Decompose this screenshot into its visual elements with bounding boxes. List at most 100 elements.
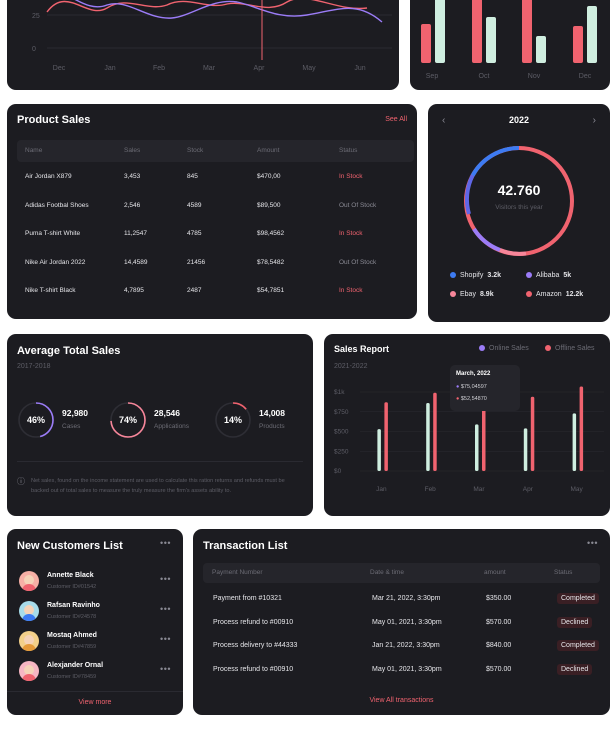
legend-dot [545, 345, 551, 351]
x-label: Oct [479, 73, 490, 80]
table-cell: $840.00 [486, 642, 512, 649]
progress-percent: 46% [27, 415, 45, 425]
table-row[interactable]: Process refund to #00910 May 01, 2021, 3:… [193, 616, 610, 635]
card-title: Average Total Sales [17, 345, 121, 357]
column-header[interactable]: Date & time [370, 569, 404, 576]
row-options-icon[interactable]: ••• [160, 634, 171, 644]
chevron-left-icon[interactable]: ‹ [442, 115, 446, 126]
table-row[interactable]: Puma T-shirt White 11,2547 4785 $98,4562 In … [17, 223, 414, 245]
bar-offline-feb [433, 392, 437, 471]
column-header[interactable]: Stock [187, 147, 204, 154]
table-cell: 21456 [187, 258, 206, 266]
x-label: Nov [528, 73, 541, 80]
progress-arc [18, 402, 54, 438]
x-tick-label: May [570, 486, 583, 493]
table-row[interactable]: Nike Air Jordan 2022 14,4589 21456 $78,5482… [17, 252, 414, 274]
line-chart-card: 25 0 Dec Jan Feb Mar Apr May Jun [7, 0, 399, 90]
customer-id: Customer ID#01542 [47, 584, 97, 590]
legend-offline: Offline Sales [545, 345, 595, 352]
info-icon: ⓘ [17, 477, 25, 486]
table-cell: Process refund to #00910 [213, 618, 294, 626]
column-header[interactable]: Payment Number [212, 569, 263, 576]
column-header[interactable]: Status [339, 147, 358, 154]
visitors-donut [464, 146, 574, 256]
customer-name[interactable]: Mostaq Ahmed [47, 632, 97, 639]
x-label: Jun [354, 65, 365, 72]
row-options-icon[interactable]: ••• [160, 664, 171, 674]
bar [435, 0, 445, 63]
progress-ring: 14% [215, 402, 251, 438]
table-cell: $54,7851 [257, 287, 285, 294]
table-cell: 4589 [187, 201, 202, 209]
legend-dot [450, 272, 456, 278]
view-more-link[interactable]: View more [78, 699, 112, 706]
table-header: Payment Number Date & time amount Status [203, 563, 600, 583]
bar-online-jan [377, 429, 381, 471]
row-options-icon[interactable]: ••• [160, 604, 171, 614]
customer-id: Customer ID#47859 [47, 644, 97, 650]
legend-dot [526, 272, 532, 278]
bar-offline-mar [482, 407, 486, 471]
customer-name[interactable]: Alexjander Ornal [47, 662, 104, 669]
column-header[interactable]: Status [554, 569, 573, 576]
column-header[interactable]: Name [25, 147, 43, 154]
bar [522, 0, 532, 63]
stat-label: Products [259, 423, 285, 430]
table-cell: $570.00 [486, 618, 512, 626]
x-tick-label: Apr [523, 486, 534, 493]
customer-name[interactable]: Rafsan Ravinho [47, 602, 100, 609]
more-options-icon[interactable]: ••• [587, 538, 598, 548]
column-header[interactable]: amount [484, 569, 506, 576]
x-label: Dec [579, 73, 592, 80]
table-cell: Air Jordan X879 [25, 173, 72, 180]
table-cell: 2487 [187, 287, 202, 294]
sales-report-card: Sales Report 2021-2022 Online Sales Offl… [324, 334, 610, 516]
progress-percent: 74% [119, 415, 137, 425]
bar-online-mar [475, 424, 479, 471]
table-row[interactable]: Adidas Footbal Shoes 2,546 4589 $89,500 Out … [17, 195, 414, 217]
view-all-transactions-link[interactable]: View All transactions [369, 697, 434, 704]
legend-item-ebay: Ebay 8.9k [450, 291, 494, 298]
line-chart: 25 0 Dec Jan Feb Mar Apr May Jun [32, 0, 392, 72]
table-cell: 4785 [187, 230, 202, 237]
table-row[interactable]: Process delivery to #44333 Jan 21, 2022, … [193, 640, 610, 658]
status-badge: Completed [557, 640, 599, 651]
table-row[interactable]: Air Jordan X879 3,453 845 $470,00 In Stock [17, 166, 414, 188]
bar-online-apr [523, 428, 528, 471]
customer-name[interactable]: Annette Black [47, 572, 94, 579]
period-label: 2021-2022 [334, 363, 368, 370]
column-header[interactable]: Amount [257, 147, 280, 154]
progress-ring: 74% [110, 402, 146, 438]
avatar [19, 601, 39, 621]
table-cell: 3,453 [124, 173, 141, 180]
x-label: May [302, 65, 316, 72]
x-label: Jan [104, 65, 115, 72]
donut-segment-shopify [470, 146, 520, 177]
table-row[interactable]: Payment from #10321 Mar 21, 2022, 3:30pm $… [193, 593, 610, 611]
x-tick-label: Feb [425, 486, 437, 493]
row-options-icon[interactable]: ••• [160, 574, 171, 584]
stat-label: Applications [154, 423, 190, 430]
column-header[interactable]: Sales [124, 147, 141, 154]
status-badge: Out Of Stock [339, 201, 377, 209]
bar [573, 26, 583, 63]
bar [587, 6, 597, 63]
table-cell: May 01, 2021, 3:30pm [372, 665, 442, 673]
chevron-right-icon[interactable]: › [592, 115, 596, 126]
table-cell: 845 [187, 173, 198, 180]
top-bar-chart: Sep Oct Nov Dec [421, 0, 597, 80]
see-all-link[interactable]: See All [385, 116, 407, 123]
tooltip-value-offline: ● $52,54870 [456, 396, 487, 402]
status-badge: In Stock [339, 287, 363, 294]
progress-ring: 46% [18, 402, 54, 438]
table-row[interactable]: Process refund to #00910 May 01, 2021, 3:… [193, 663, 610, 682]
x-label: Dec [53, 65, 66, 72]
table-row[interactable]: Nike T-shirt Black 4,7895 2487 $54,7851 In S… [17, 280, 414, 302]
bar [472, 0, 482, 63]
visitors-subtitle: Visitors this year [495, 204, 543, 211]
table-cell: 4,7895 [124, 287, 144, 294]
y-tick-label: $1k [334, 389, 345, 396]
legend-online: Online Sales [479, 345, 529, 352]
more-options-icon[interactable]: ••• [160, 538, 171, 548]
table-cell: Adidas Footbal Shoes [25, 201, 89, 209]
